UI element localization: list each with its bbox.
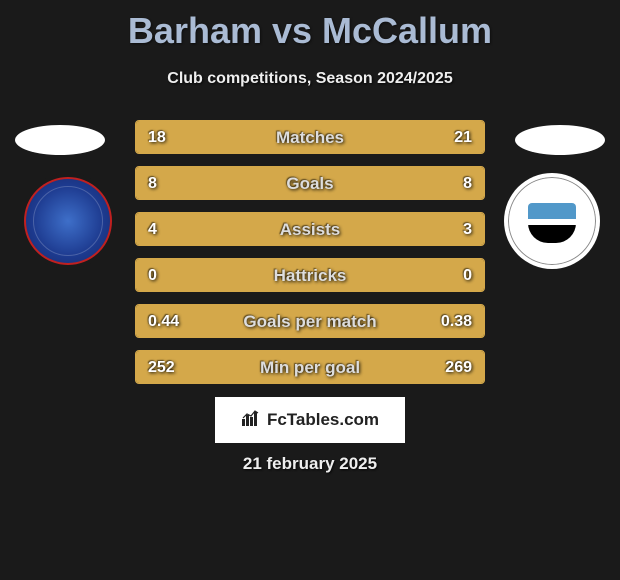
stat-value-right: 0.38 <box>441 305 472 338</box>
stat-label: Min per goal <box>136 351 484 384</box>
club-badge-right <box>504 173 600 269</box>
stat-row: 4Assists3 <box>135 212 485 246</box>
club-badge-left <box>20 173 116 269</box>
stat-label: Assists <box>136 213 484 246</box>
player-photo-left <box>15 125 105 155</box>
subtitle: Club competitions, Season 2024/2025 <box>0 70 620 88</box>
stat-value-right: 3 <box>463 213 472 246</box>
stat-row: 8Goals8 <box>135 166 485 200</box>
stat-value-right: 269 <box>445 351 472 384</box>
page-title: Barham vs McCallum <box>0 0 620 52</box>
stat-label: Matches <box>136 121 484 154</box>
player-photo-right <box>515 125 605 155</box>
stats-container: 18Matches21 8Goals8 4Assists3 0Hattricks0 0.… <box>135 120 485 396</box>
date-label: 21 february 2025 <box>0 454 620 474</box>
stat-label: Goals <box>136 167 484 200</box>
stat-row: 252Min per goal269 <box>135 350 485 384</box>
stat-label: Goals per match <box>136 305 484 338</box>
footer-brand-badge: FcTables.com <box>215 397 405 443</box>
stat-value-right: 8 <box>463 167 472 200</box>
stat-label: Hattricks <box>136 259 484 292</box>
stat-value-right: 0 <box>463 259 472 292</box>
stat-row: 0Hattricks0 <box>135 258 485 292</box>
stat-row: 0.44Goals per match0.38 <box>135 304 485 338</box>
stat-value-right: 21 <box>454 121 472 154</box>
footer-brand-text: FcTables.com <box>267 410 379 430</box>
chart-icon <box>241 409 261 432</box>
stat-row: 18Matches21 <box>135 120 485 154</box>
